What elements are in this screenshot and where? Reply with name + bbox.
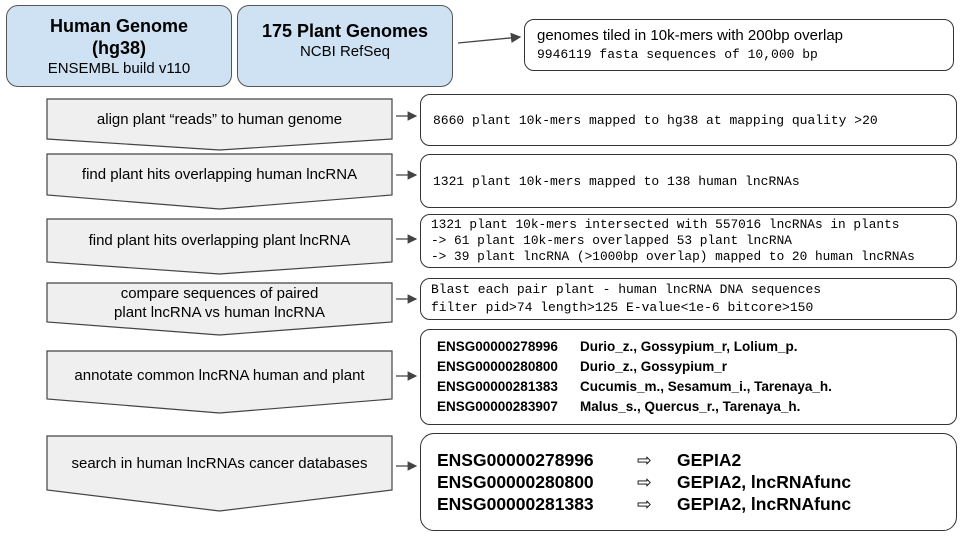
plant-genomes-subtitle: NCBI RefSeq: [299, 43, 391, 60]
annot-species: Malus_s., Quercus_r., Tarenaya_h.: [580, 399, 801, 414]
plant-genomes-title: 175 Plant Genomes: [261, 21, 429, 41]
outline-right-arrow-icon: ⇨: [637, 450, 652, 470]
step-6-shape: [46, 435, 393, 512]
human-genome-subtitle: ENSEMBL build v110: [47, 59, 191, 77]
annot-gene-id: ENSG00000283907: [437, 399, 558, 414]
outline-right-arrow-icon: ⇨: [637, 494, 652, 514]
result-3-line-2: -> 61 plant 10k-mers overlapped 53 plant…: [431, 233, 792, 248]
result-box-2: 1321 plant 10k-mers mapped to 138 human …: [420, 154, 957, 208]
annot-row: ENSG00000281383 Cucumis_m., Sesamum_i., …: [437, 377, 944, 397]
result-box-1: 8660 plant 10k-mers mapped to hg38 at ma…: [420, 94, 957, 146]
step-5-label: annotate common lncRNA human and plant: [74, 366, 365, 384]
result-4-line-2: filter pid>74 length>125 E-value<1e-6 bi…: [431, 300, 814, 315]
result-box-5: ENSG00000278996 Durio_z., Gossypium_r, L…: [420, 329, 957, 425]
tiling-line-2: 9946119 fasta sequences of 10,000 bp: [537, 47, 818, 62]
human-genome-title-2: (hg38): [92, 37, 146, 58]
step-3-shape: [46, 218, 393, 275]
human-genome-title: Human Genome: [49, 15, 189, 36]
db-names: GEPIA2: [677, 450, 742, 470]
db-row: ENSG00000280800 ⇨ GEPIA2, lncRNAfunc: [437, 471, 944, 493]
result-box-4: Blast each pair plant - human lncRNA DNA…: [420, 278, 957, 320]
arrow-plant-to-tiling: [457, 32, 522, 44]
annot-row: ENSG00000283907 Malus_s., Quercus_r., Ta…: [437, 397, 944, 417]
annot-row: ENSG00000278996 Durio_z., Gossypium_r, L…: [437, 337, 944, 357]
db-names: GEPIA2, lncRNAfunc: [677, 494, 852, 514]
annot-species: Durio_z., Gossypium_r, Lolium_p.: [580, 339, 798, 354]
db-names: GEPIA2, lncRNAfunc: [677, 472, 852, 492]
step-5-shape: [46, 350, 393, 414]
annot-species: Cucumis_m., Sesamum_i., Tarenaya_h.: [580, 379, 832, 394]
result-3-line-1: 1321 plant 10k-mers intersected with 557…: [431, 217, 900, 232]
annot-gene-id: ENSG00000280800: [437, 359, 558, 374]
db-row: ENSG00000281383 ⇨ GEPIA2, lncRNAfunc: [437, 493, 944, 515]
step-2-label: find plant hits overlapping human lncRNA: [81, 166, 358, 183]
human-genome-box: Human Genome (hg38) ENSEMBL build v110: [6, 5, 232, 87]
plant-genomes-box: 175 Plant Genomes NCBI RefSeq: [237, 5, 453, 87]
db-row: ENSG00000278996 ⇨ GEPIA2: [437, 449, 944, 471]
tiling-line-1: genomes tiled in 10k-mers with 200bp ove…: [537, 27, 843, 44]
db-gene-id: ENSG00000280800: [437, 472, 594, 492]
result-3-line-3: -> 39 plant lncRNA (>1000bp overlap) map…: [431, 249, 915, 264]
step-2-shape: [46, 153, 393, 210]
step-4-label: compare sequences of paired plant lncRNA …: [114, 284, 325, 321]
outline-right-arrow-icon: ⇨: [637, 472, 652, 492]
db-gene-id: ENSG00000281383: [437, 494, 594, 514]
step-1-label: align plant “reads” to human genome: [96, 110, 343, 128]
result-4-line-1: Blast each pair plant - human lncRNA DNA…: [431, 282, 822, 297]
annot-row: ENSG00000280800 Durio_z., Gossypium_r: [437, 357, 944, 377]
step-3-label: find plant hits overlapping plant lncRNA: [88, 232, 351, 249]
result-box-6: ENSG00000278996 ⇨ GEPIA2 ENSG00000280800…: [420, 433, 957, 531]
step-1-shape: [46, 98, 393, 151]
annot-gene-id: ENSG00000278996: [437, 339, 558, 354]
db-gene-id: ENSG00000278996: [437, 450, 594, 470]
result-2-line: 1321 plant 10k-mers mapped to 138 human …: [433, 173, 800, 189]
step-6-label: search in human lncRNAs cancer databases: [71, 454, 368, 472]
result-1-line: 8660 plant 10k-mers mapped to hg38 at ma…: [433, 112, 878, 128]
tiling-box: genomes tiled in 10k-mers with 200bp ove…: [524, 19, 954, 71]
result-box-3: 1321 plant 10k-mers intersected with 557…: [420, 214, 957, 268]
step-4-shape: [46, 282, 393, 336]
annot-gene-id: ENSG00000281383: [437, 379, 558, 394]
annot-species: Durio_z., Gossypium_r: [580, 359, 728, 374]
